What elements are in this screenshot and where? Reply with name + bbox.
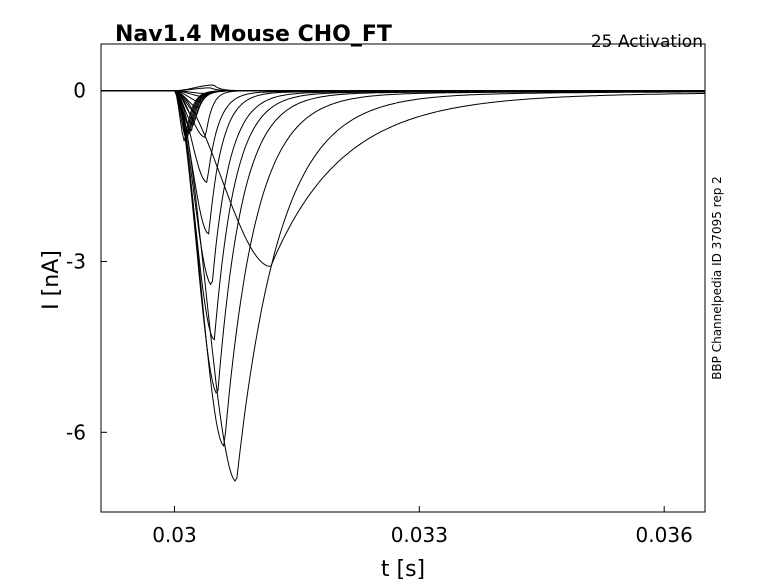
y-tick-label: -3 <box>66 249 86 273</box>
source-note: BBP Channelpedia ID 37095 rep 2 <box>710 176 724 380</box>
x-tick-label: 0.036 <box>636 523 693 547</box>
y-axis-label: I [nA] <box>39 250 64 310</box>
y-tick-label: -6 <box>66 420 86 444</box>
current-trace <box>101 90 705 141</box>
x-axis: 0.03 0.033 0.036 <box>152 506 693 547</box>
y-axis: 0 -3 -6 <box>66 79 107 444</box>
chart-subtitle: 25 Activation <box>591 32 703 52</box>
current-trace <box>101 90 705 448</box>
plot-lines <box>101 84 706 482</box>
current-trace <box>101 90 705 482</box>
x-axis-label: t [s] <box>381 557 425 582</box>
x-tick-label: 0.03 <box>152 523 197 547</box>
x-tick-label: 0.033 <box>391 523 448 547</box>
current-trace <box>101 90 705 394</box>
axes-frame <box>100 43 706 513</box>
y-tick-label: 0 <box>73 79 86 103</box>
chart-title: Nav1.4 Mouse CHO_FT <box>115 22 392 47</box>
current-trace <box>101 90 706 267</box>
